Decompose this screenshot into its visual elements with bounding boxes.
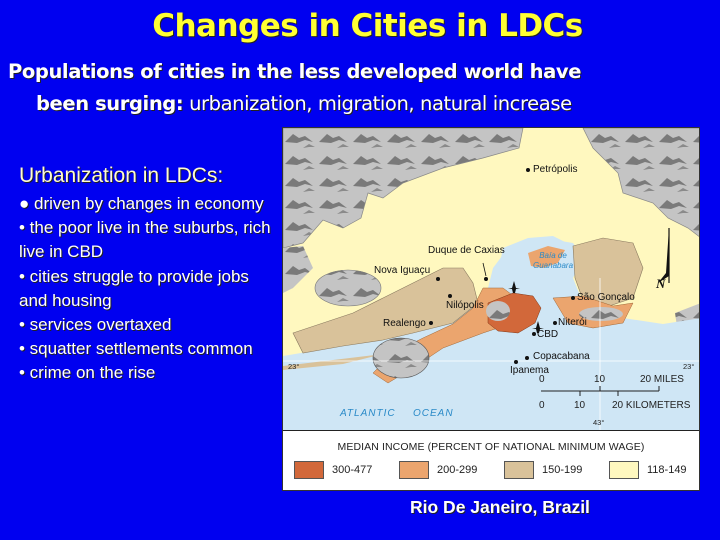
bay-label: Baía de Guanabara <box>533 251 574 270</box>
subtitle-rest: urbanization, migration, natural increas… <box>183 92 572 115</box>
scale-km-0: 0 <box>539 400 545 411</box>
panel-heading: Urbanization in LDCs: <box>19 164 224 187</box>
place-niteroi: Niterói <box>558 317 587 328</box>
bullet-item: • cities struggle to provide jobs and ho… <box>19 266 249 310</box>
legend-swatch <box>609 461 639 479</box>
scale-km-10: 10 <box>574 400 586 411</box>
bullet-item: • services overtaxed <box>19 315 172 335</box>
bullet-item: • the poor live in the suburbs, rich liv… <box>19 218 271 262</box>
scale-miles-0: 0 <box>539 374 545 385</box>
place-cbd: CBD <box>537 329 559 340</box>
bullet-item: ● driven by changes in economy <box>19 194 264 213</box>
place-duque-de-caxias: Duque de Caxias <box>428 245 505 256</box>
place-copacabana: Copacabana <box>533 351 590 362</box>
scale-miles-10: 10 <box>594 374 606 385</box>
subtitle-line-2: been surging: urbanization, migration, n… <box>36 92 572 115</box>
place-ipanema: Ipanema <box>510 365 549 376</box>
place-petropolis: Petrópolis <box>533 164 578 175</box>
legend-swatch <box>399 461 429 479</box>
longitude-label: 43° <box>593 418 605 427</box>
place-realengo: Realengo <box>383 318 426 329</box>
slide-title: Changes in Cities in LDCs <box>152 8 583 44</box>
legend-swatch <box>504 461 534 479</box>
bullet-item: • squatter settlements common <box>19 339 253 359</box>
legend-item-118-149: 118-149 <box>609 461 687 479</box>
latitude-label-west: 23° <box>288 362 300 371</box>
legend-item-300-477: 300-477 <box>294 461 372 479</box>
north-arrow-icon <box>658 228 669 283</box>
map-graphic <box>283 128 699 430</box>
rio-income-map: Petrópolis Duque de Caxias Nova Iguaçu N… <box>282 127 700 491</box>
scale-miles-20: 20 MILES <box>640 374 684 385</box>
legend-swatch <box>294 461 324 479</box>
place-nilopolis: Nilópolis <box>446 300 484 311</box>
north-label: N <box>656 276 666 291</box>
map-legend: MEDIAN INCOME (PERCENT OF NATIONAL MINIM… <box>283 430 699 490</box>
legend-item-200-299: 200-299 <box>399 461 477 479</box>
place-sao-goncalo: São Gonçalo <box>577 292 635 303</box>
latitude-label-east: 23° <box>683 362 695 371</box>
bullet-item: • crime on the rise <box>19 363 156 383</box>
scale-km-20: 20 KILOMETERS <box>612 400 691 411</box>
legend-title: MEDIAN INCOME (PERCENT OF NATIONAL MINIM… <box>337 441 645 453</box>
ocean-label-ocean: OCEAN <box>413 408 454 419</box>
map-caption: Rio De Janeiro, Brazil <box>410 497 590 517</box>
ocean-label-atlantic: ATLANTIC <box>340 408 396 419</box>
urbanization-panel: Urbanization in LDCs: ● driven by change… <box>19 163 281 386</box>
place-nova-iguacu: Nova Iguaçu <box>374 265 431 276</box>
subtitle-lead: been surging: <box>36 92 184 115</box>
legend-item-150-199: 150-199 <box>504 461 582 479</box>
subtitle-line-1: Populations of cities in the less develo… <box>8 60 582 83</box>
